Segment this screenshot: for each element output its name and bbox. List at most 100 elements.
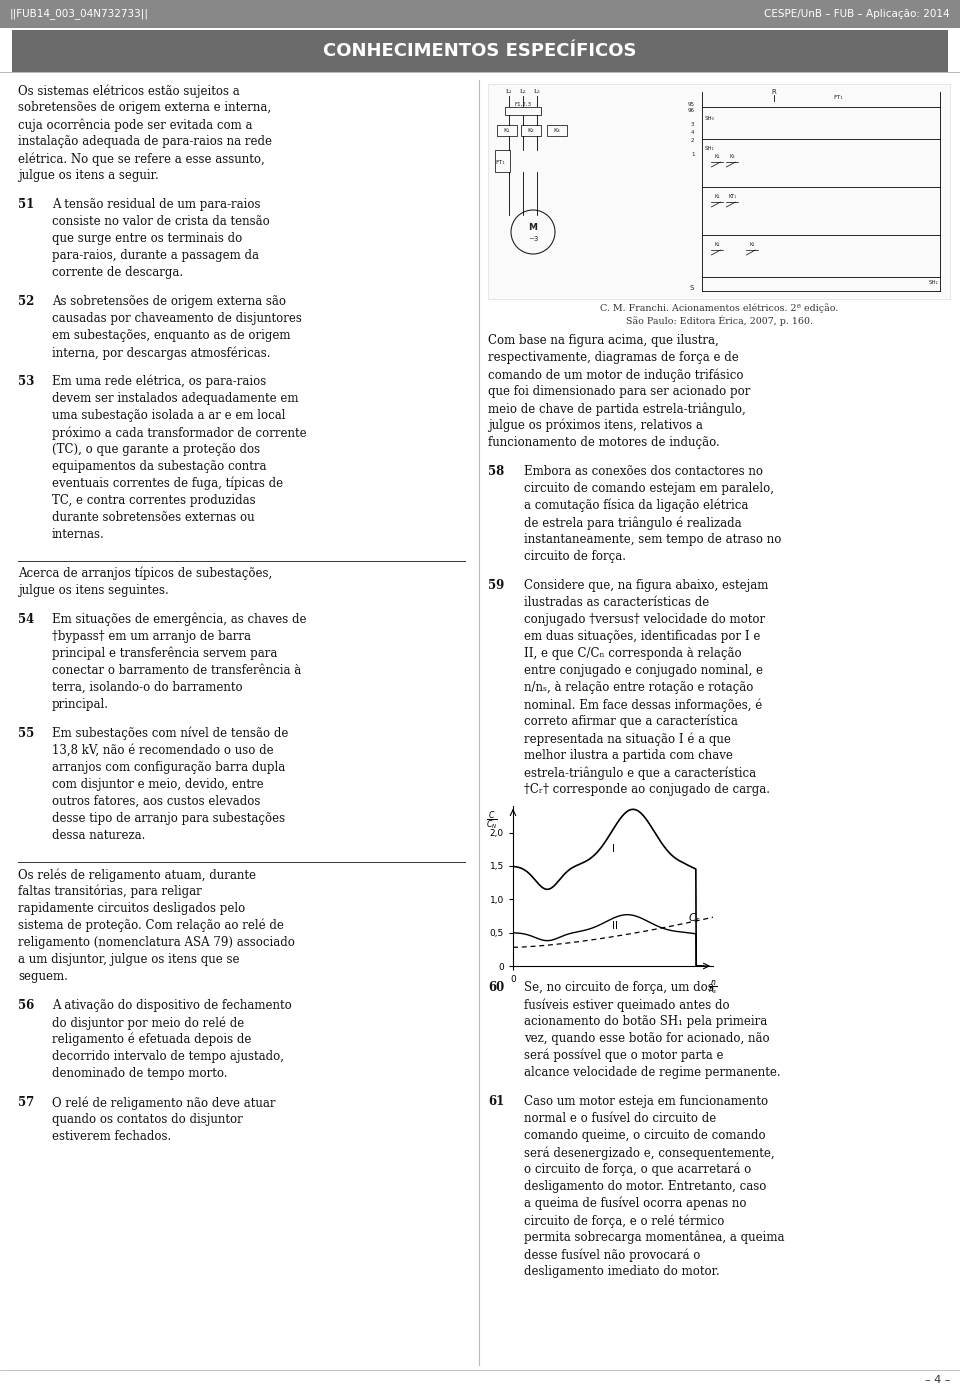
Text: entre conjugado e conjugado nominal, e: entre conjugado e conjugado nominal, e: [524, 664, 763, 676]
Text: em subestações, enquanto as de origem: em subestações, enquanto as de origem: [52, 329, 291, 342]
Bar: [521, 125, 541, 136]
Text: de estrela para triângulo é realizada: de estrela para triângulo é realizada: [524, 515, 742, 529]
Text: S: S: [690, 285, 694, 292]
Text: ||FUB14_003_04N732733||: ||FUB14_003_04N732733||: [10, 8, 149, 19]
Text: 1: 1: [691, 153, 694, 157]
Text: K₁: K₁: [504, 128, 511, 132]
Text: instalação adequada de para-raios na rede: instalação adequada de para-raios na red…: [18, 135, 272, 149]
Text: julgue os itens a seguir.: julgue os itens a seguir.: [18, 169, 158, 182]
Text: †bypass† em um arranjo de barra: †bypass† em um arranjo de barra: [52, 631, 251, 643]
Bar: [505, 107, 541, 115]
Text: Os sistemas elétricos estão sujeitos a: Os sistemas elétricos estão sujeitos a: [18, 83, 240, 97]
Text: 61: 61: [488, 1095, 504, 1108]
Text: Embora as conexões dos contactores no: Embora as conexões dos contactores no: [524, 465, 763, 478]
Text: desse tipo de arranjo para subestações: desse tipo de arranjo para subestações: [52, 813, 285, 825]
Text: estiverem fechados.: estiverem fechados.: [52, 1131, 171, 1143]
Text: conjugado †versus† velocidade do motor: conjugado †versus† velocidade do motor: [524, 613, 765, 626]
Text: decorrido intervalo de tempo ajustado,: decorrido intervalo de tempo ajustado,: [52, 1050, 284, 1063]
Text: R: R: [771, 89, 776, 94]
Bar: [497, 125, 517, 136]
Text: L₂: L₂: [519, 89, 526, 94]
Text: K₃: K₃: [554, 128, 561, 132]
Text: (TC), o que garante a proteção dos: (TC), o que garante a proteção dos: [52, 443, 260, 456]
Text: devem ser instalados adequadamente em: devem ser instalados adequadamente em: [52, 392, 299, 406]
Text: dessa natureza.: dessa natureza.: [52, 829, 145, 842]
Text: em duas situações, identificadas por I e: em duas situações, identificadas por I e: [524, 631, 760, 643]
Text: seguem.: seguem.: [18, 970, 68, 983]
Text: C. M. Franchi. Acionamentos elétricos. 2ª edição.: C. M. Franchi. Acionamentos elétricos. 2…: [600, 303, 838, 313]
Text: 57: 57: [18, 1096, 35, 1108]
Text: será possível que o motor parta e: será possível que o motor parta e: [524, 1049, 724, 1063]
Text: 13,8 kV, não é recomendado o uso de: 13,8 kV, não é recomendado o uso de: [52, 745, 274, 757]
Text: FT₁: FT₁: [833, 94, 843, 100]
Text: 2: 2: [691, 139, 694, 143]
Text: K₂: K₂: [528, 128, 535, 132]
Text: que surge entre os terminais do: que surge entre os terminais do: [52, 232, 242, 244]
Text: 56: 56: [18, 999, 35, 1013]
Text: funcionamento de motores de indução.: funcionamento de motores de indução.: [488, 436, 720, 449]
Text: 54: 54: [18, 613, 35, 626]
Text: meio de chave de partida estrela-triângulo,: meio de chave de partida estrela-triângu…: [488, 401, 746, 415]
Text: rapidamente circuitos desligados pelo: rapidamente circuitos desligados pelo: [18, 901, 245, 915]
Text: SH₁: SH₁: [705, 146, 714, 151]
Text: próximo a cada transformador de corrente: próximo a cada transformador de corrente: [52, 426, 306, 439]
Text: vez, quando esse botão for acionado, não: vez, quando esse botão for acionado, não: [524, 1032, 770, 1045]
Text: 3: 3: [691, 122, 694, 128]
Text: comando de um motor de indução trifásico: comando de um motor de indução trifásico: [488, 368, 743, 382]
Text: causadas por chaveamento de disjuntores: causadas por chaveamento de disjuntores: [52, 313, 301, 325]
Text: instantaneamente, sem tempo de atraso no: instantaneamente, sem tempo de atraso no: [524, 533, 781, 546]
Text: A tensão residual de um para-raios: A tensão residual de um para-raios: [52, 199, 260, 211]
Text: Em situações de emergência, as chaves de: Em situações de emergência, as chaves de: [52, 613, 306, 626]
Text: 96: 96: [687, 108, 694, 114]
Text: K₂: K₂: [750, 243, 756, 247]
Text: principal.: principal.: [52, 699, 109, 711]
Text: São Paulo: Editora Érica, 2007, p. 160.: São Paulo: Editora Érica, 2007, p. 160.: [626, 317, 812, 326]
Text: estrela-triângulo e que a característica: estrela-triângulo e que a característica: [524, 765, 756, 779]
Bar: [12, 31, 948, 72]
Text: K₃: K₃: [730, 154, 735, 160]
Text: faltas transitórias, para religar: faltas transitórias, para religar: [18, 885, 202, 899]
Text: quando os contatos do disjuntor: quando os contatos do disjuntor: [52, 1113, 243, 1126]
Text: eventuais correntes de fuga, típicas de: eventuais correntes de fuga, típicas de: [52, 476, 283, 490]
Text: K₂: K₂: [714, 243, 720, 247]
Text: religamento (nomenclatura ASA 79) associado: religamento (nomenclatura ASA 79) associ…: [18, 936, 295, 949]
Bar: [0, 0, 960, 28]
Text: – 4 –: – 4 –: [924, 1375, 950, 1385]
Text: $C_r$: $C_r$: [688, 911, 701, 925]
Text: conectar o barramento de transferência à: conectar o barramento de transferência à: [52, 664, 301, 676]
Text: Caso um motor esteja em funcionamento: Caso um motor esteja em funcionamento: [524, 1095, 768, 1108]
Text: 95: 95: [687, 103, 694, 107]
Text: sistema de proteção. Com relação ao relé de: sistema de proteção. Com relação ao relé…: [18, 920, 284, 932]
Text: que foi dimensionado para ser acionado por: que foi dimensionado para ser acionado p…: [488, 385, 751, 399]
Text: acionamento do botão SH₁ pela primeira: acionamento do botão SH₁ pela primeira: [524, 1015, 767, 1028]
Text: permita sobrecarga momentânea, a queima: permita sobrecarga momentânea, a queima: [524, 1231, 784, 1245]
Text: com disjuntor e meio, devido, entre: com disjuntor e meio, devido, entre: [52, 778, 264, 790]
Text: denominado de tempo morto.: denominado de tempo morto.: [52, 1067, 228, 1081]
Text: interna, por descargas atmosféricas.: interna, por descargas atmosféricas.: [52, 346, 271, 360]
Text: a um disjuntor, julgue os itens que se: a um disjuntor, julgue os itens que se: [18, 953, 239, 965]
Text: elétrica. No que se refere a esse assunto,: elétrica. No que se refere a esse assunt…: [18, 151, 265, 165]
Text: circuito de comando estejam em paralelo,: circuito de comando estejam em paralelo,: [524, 482, 774, 494]
Text: para-raios, durante a passagem da: para-raios, durante a passagem da: [52, 249, 259, 263]
Text: desligamento imediato do motor.: desligamento imediato do motor.: [524, 1265, 720, 1278]
Text: A ativação do dispositivo de fechamento: A ativação do dispositivo de fechamento: [52, 999, 292, 1013]
Text: nominal. Em face dessas informações, é: nominal. Em face dessas informações, é: [524, 699, 762, 711]
Text: 55: 55: [18, 726, 35, 740]
Text: SH₀: SH₀: [705, 117, 714, 121]
Text: julgue os itens seguintes.: julgue os itens seguintes.: [18, 583, 169, 597]
Text: CONHECIMENTOS ESPECÍFICOS: CONHECIMENTOS ESPECÍFICOS: [324, 42, 636, 60]
Text: respectivamente, diagramas de força e de: respectivamente, diagramas de força e de: [488, 351, 739, 364]
Text: FT₁: FT₁: [495, 160, 505, 164]
Text: F1,2,3: F1,2,3: [515, 101, 532, 107]
Bar: [547, 125, 567, 136]
Text: L₃: L₃: [534, 89, 540, 94]
Text: principal e transferência servem para: principal e transferência servem para: [52, 647, 277, 661]
Text: 58: 58: [488, 465, 504, 478]
Text: II: II: [612, 921, 618, 931]
Text: 52: 52: [18, 294, 35, 308]
Text: durante sobretensões externas ou: durante sobretensões externas ou: [52, 511, 254, 524]
Text: 4: 4: [691, 131, 694, 136]
Text: circuito de força.: circuito de força.: [524, 550, 626, 563]
Text: ~3: ~3: [528, 236, 539, 242]
Text: As sobretensões de origem externa são: As sobretensões de origem externa são: [52, 294, 286, 308]
